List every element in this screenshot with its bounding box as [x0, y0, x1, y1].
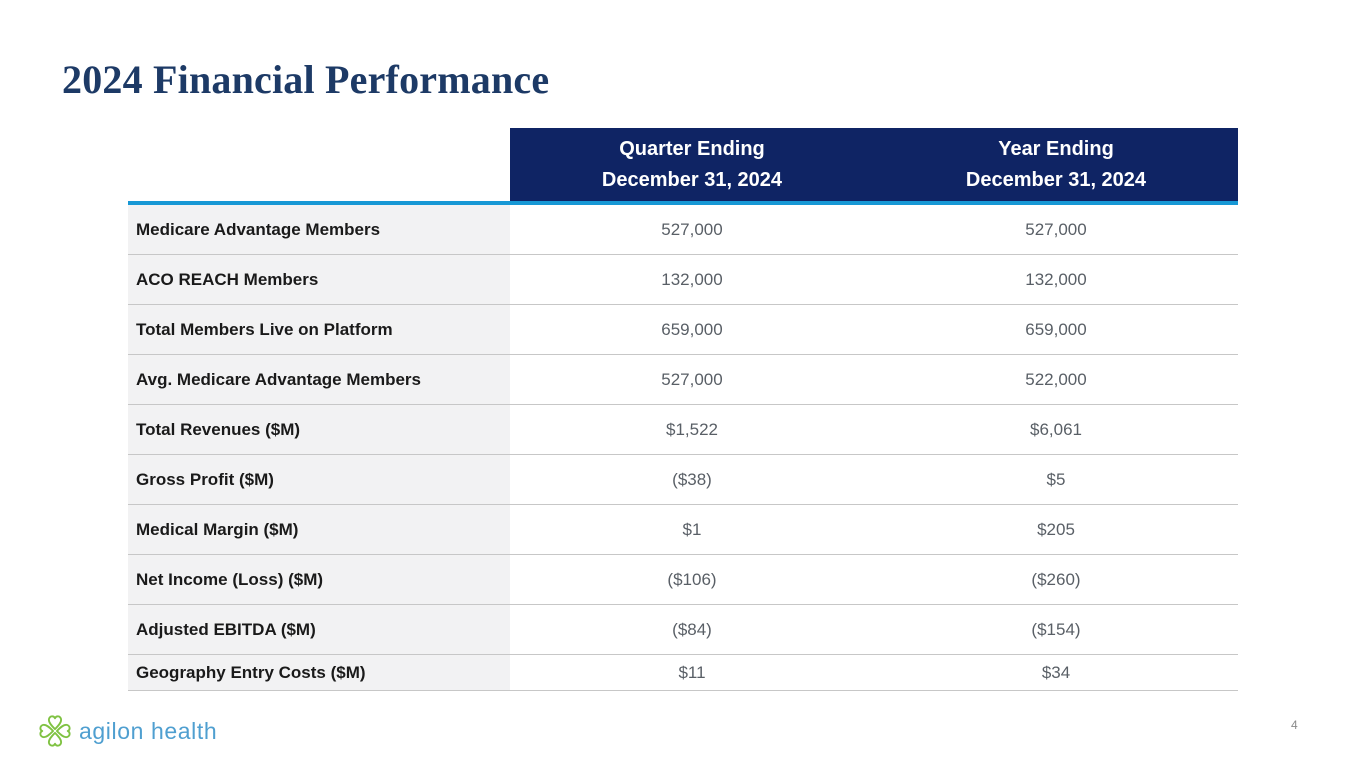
table-row: Medicare Advantage Members 527,000 527,0… [128, 205, 1238, 255]
row-quarter-value: $1 [682, 519, 702, 539]
row-label: Adjusted EBITDA ($M) [128, 605, 510, 654]
row-label: Net Income (Loss) ($M) [128, 555, 510, 604]
logo-wordmark: agilon health [79, 717, 218, 744]
row-year-value: $5 [1046, 469, 1066, 489]
row-label: Geography Entry Costs ($M) [128, 655, 510, 690]
row-year-value: ($154) [1031, 619, 1081, 639]
row-quarter-value: 132,000 [661, 269, 723, 289]
row-quarter-value: $1,522 [666, 419, 718, 439]
company-logo: agilon health [38, 713, 217, 749]
table-row: Total Revenues ($M) $1,522 $6,061 [128, 405, 1238, 455]
row-label: Medicare Advantage Members [128, 205, 510, 254]
table-row: Net Income (Loss) ($M) ($106) ($260) [128, 555, 1238, 605]
clover-hearts-icon [38, 713, 72, 749]
table-row: Medical Margin ($M) $1 $205 [128, 505, 1238, 555]
column-header-quarter-line2: December 31, 2024 [601, 168, 783, 191]
row-year-value: 132,000 [1025, 269, 1087, 289]
row-year-value: ($260) [1031, 569, 1081, 589]
table-row: Total Members Live on Platform 659,000 6… [128, 305, 1238, 355]
row-quarter-value: ($84) [672, 619, 712, 639]
row-year-value: 659,000 [1025, 319, 1087, 339]
row-label: Gross Profit ($M) [128, 455, 510, 504]
row-year-value: 527,000 [1025, 219, 1087, 239]
row-label: Medical Margin ($M) [128, 505, 510, 554]
row-label: Total Members Live on Platform [128, 305, 510, 354]
table-body: Medicare Advantage Members 527,000 527,0… [128, 205, 1238, 691]
row-year-value: 522,000 [1025, 369, 1087, 389]
row-quarter-value: ($106) [667, 569, 717, 589]
table-row: Gross Profit ($M) ($38) $5 [128, 455, 1238, 505]
header-spacer [128, 128, 510, 201]
page-number: 4 [1291, 718, 1298, 732]
row-year-value: $34 [1041, 662, 1071, 682]
row-label: Avg. Medicare Advantage Members [128, 355, 510, 404]
row-year-value: $6,061 [1030, 419, 1082, 439]
table-row: Adjusted EBITDA ($M) ($84) ($154) [128, 605, 1238, 655]
column-header-year: Year Ending December 31, 2024 [874, 128, 1238, 201]
table-row: Avg. Medicare Advantage Members 527,000 … [128, 355, 1238, 405]
page-title: 2024 Financial Performance [62, 57, 550, 102]
row-quarter-value: ($38) [672, 469, 712, 489]
row-quarter-value: $11 [678, 662, 706, 682]
header-block: Quarter Ending December 31, 2024 Year En… [510, 128, 1238, 201]
column-header-quarter-line1: Quarter Ending [619, 137, 765, 160]
row-label: Total Revenues ($M) [128, 405, 510, 454]
table-row: ACO REACH Members 132,000 132,000 [128, 255, 1238, 305]
column-header-year-line2: December 31, 2024 [965, 168, 1147, 191]
column-header-quarter: Quarter Ending December 31, 2024 [510, 128, 874, 201]
row-label: ACO REACH Members [128, 255, 510, 304]
row-quarter-value: 527,000 [661, 369, 723, 389]
row-year-value: $205 [1037, 519, 1075, 539]
financial-performance-table: Quarter Ending December 31, 2024 Year En… [128, 128, 1238, 691]
table-row: Geography Entry Costs ($M) $11 $34 [128, 655, 1238, 691]
table-header-row: Quarter Ending December 31, 2024 Year En… [128, 128, 1238, 201]
column-header-year-line1: Year Ending [998, 137, 1114, 160]
row-quarter-value: 659,000 [661, 319, 723, 339]
row-quarter-value: 527,000 [661, 219, 723, 239]
table-accent-divider [128, 201, 1238, 205]
